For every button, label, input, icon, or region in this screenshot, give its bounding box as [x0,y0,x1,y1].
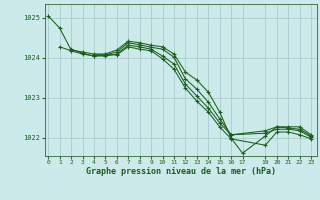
X-axis label: Graphe pression niveau de la mer (hPa): Graphe pression niveau de la mer (hPa) [86,167,276,176]
